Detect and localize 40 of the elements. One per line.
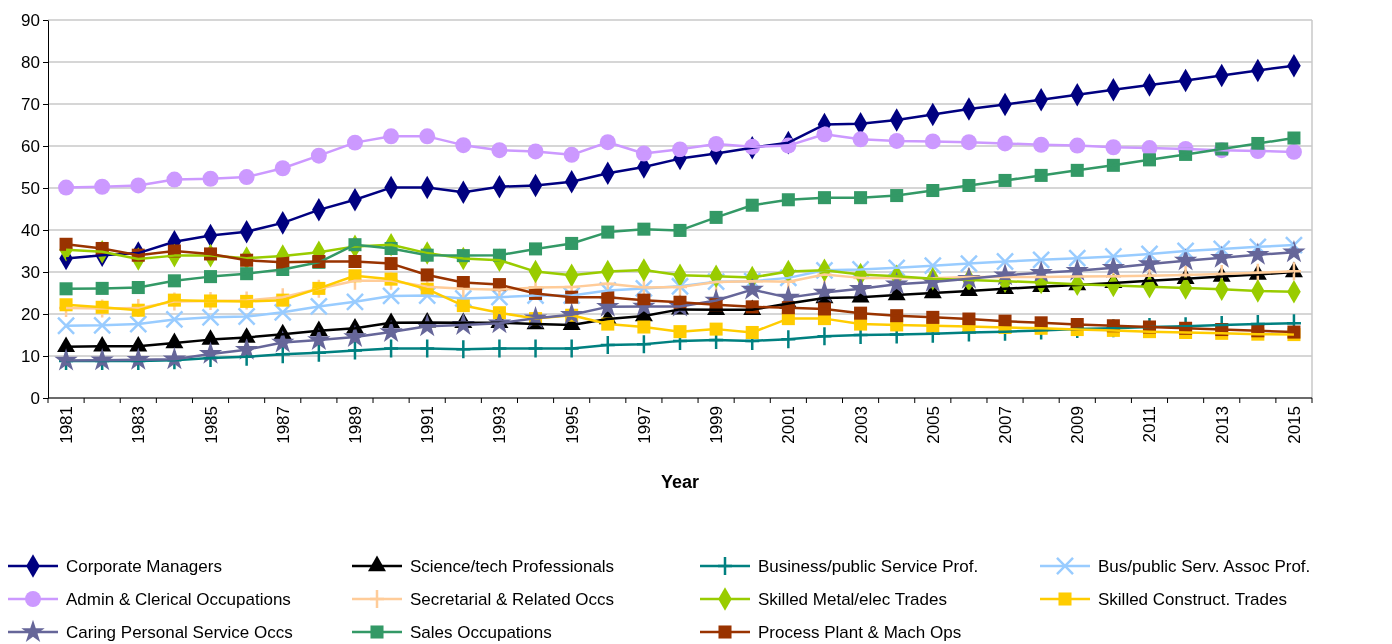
x-tick-label: 1989 bbox=[345, 406, 365, 444]
legend-label: Skilled Metal/elec Trades bbox=[758, 590, 947, 609]
legend-label: Skilled Construct. Trades bbox=[1098, 590, 1287, 609]
x-tick-label: 1991 bbox=[418, 406, 438, 444]
y-tick-label: 10 bbox=[21, 346, 40, 366]
x-tick-label: 2007 bbox=[996, 406, 1016, 444]
x-tick-label: 2009 bbox=[1068, 406, 1088, 444]
y-tick-label: 30 bbox=[21, 262, 40, 282]
x-tick-label: 1983 bbox=[129, 406, 149, 444]
y-tick-label: 0 bbox=[30, 388, 40, 408]
legend-label: Science/tech Professionals bbox=[410, 557, 615, 576]
x-tick-label: 2003 bbox=[851, 406, 871, 444]
y-tick-label: 50 bbox=[21, 178, 40, 198]
legend-label: Sales Occupations bbox=[410, 623, 552, 642]
x-tick-label: 1997 bbox=[634, 406, 654, 444]
legend-label: Secretarial & Related Occs bbox=[410, 590, 615, 609]
x-tick-label: 2015 bbox=[1284, 406, 1304, 444]
legend-label: Caring Personal Service Occs bbox=[66, 623, 293, 642]
x-axis-title: Year bbox=[660, 472, 700, 492]
y-tick-label: 40 bbox=[21, 220, 40, 240]
x-tick-label: 2013 bbox=[1212, 406, 1232, 444]
legend-label: Business/public Service Prof. bbox=[758, 557, 979, 576]
x-tick-label: 1999 bbox=[707, 406, 727, 444]
legend-label: Admin & Clerical Occupations bbox=[66, 590, 291, 609]
y-tick-label: 20 bbox=[21, 304, 40, 324]
x-tick-label: 2011 bbox=[1140, 406, 1160, 443]
y-tick-label: 60 bbox=[21, 136, 40, 156]
y-tick-label: 80 bbox=[21, 52, 40, 72]
legend-label: Bus/public Serv. Assoc Prof. bbox=[1098, 557, 1311, 576]
y-tick-label: 70 bbox=[21, 94, 40, 114]
y-tick-label: 90 bbox=[21, 10, 40, 30]
x-tick-label: 1985 bbox=[201, 406, 221, 444]
x-tick-label: 1987 bbox=[273, 406, 293, 444]
x-tick-label: 2001 bbox=[779, 406, 799, 444]
legend-label: Corporate Managers bbox=[66, 557, 222, 576]
x-tick-label: 1995 bbox=[562, 406, 582, 444]
x-tick-label: 1993 bbox=[490, 406, 510, 444]
x-tick-label: 2005 bbox=[923, 406, 943, 444]
legend-label: Process Plant & Mach Ops bbox=[758, 623, 962, 642]
x-tick-label: 1981 bbox=[57, 406, 77, 444]
